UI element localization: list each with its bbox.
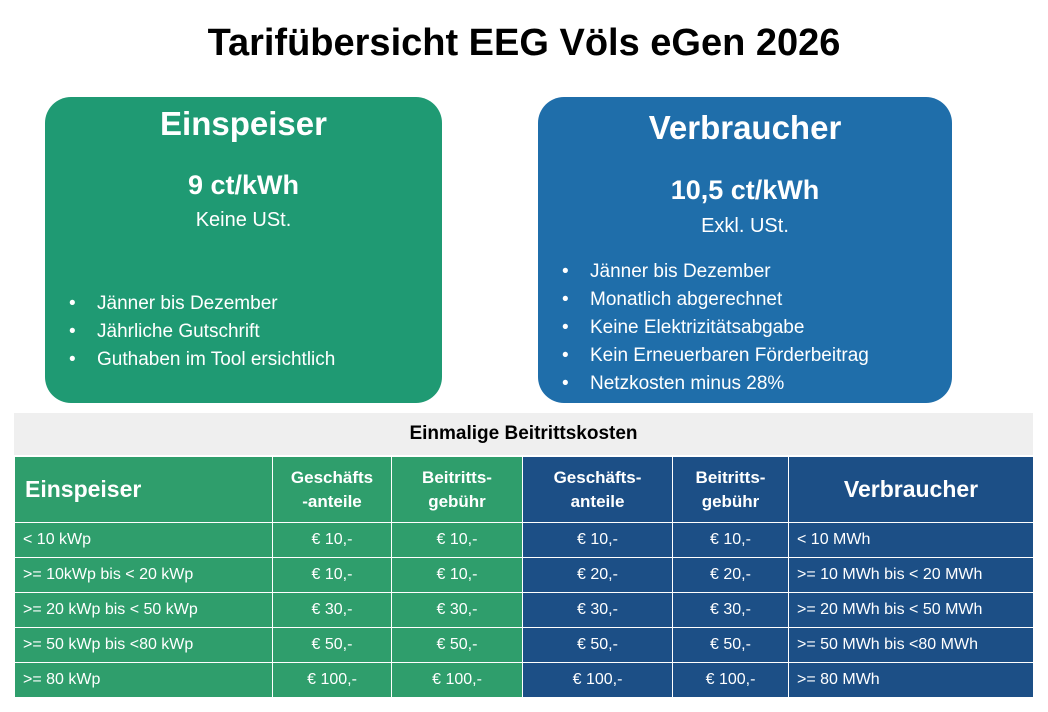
fees-table-caption: Einmalige Beitrittskosten (14, 413, 1033, 455)
header-geschaeftsanteile-einspeiser: Geschäfts -anteile (272, 456, 392, 523)
table-row: >= 50 kWp bis <80 kWp € 50,- € 50,- € 50… (14, 627, 1034, 663)
fees-table-header-row: Einspeiser Geschäfts -anteile Beitritts-g… (14, 456, 1034, 523)
header-geschaeftsanteile-verbraucher: Geschäfts-anteile (522, 456, 673, 523)
einspeiser-heading: Einspeiser (160, 105, 327, 142)
bullet-item: Guthaben im Tool ersichtlich (65, 346, 335, 374)
einspeiser-range-cell: >= 10kWp bis < 20 kWp (14, 557, 273, 593)
fee-cell: € 30,- (522, 592, 673, 628)
verbraucher-tax-note: Exkl. USt. (701, 215, 789, 237)
table-row: >= 80 kWp € 100,- € 100,- € 100,- € 100,… (14, 662, 1034, 698)
verbraucher-range-cell: >= 10 MWh bis < 20 MWh (788, 557, 1034, 593)
verbraucher-bullet-list: Jänner bis Dezember Monatlich abgerechne… (558, 258, 869, 398)
fee-cell: € 20,- (672, 557, 789, 593)
einspeiser-range-cell: >= 20 kWp bis < 50 kWp (14, 592, 273, 628)
fees-table: Einspeiser Geschäfts -anteile Beitritts-g… (14, 456, 1034, 698)
table-row: < 10 kWp € 10,- € 10,- € 10,- € 10,- < 1… (14, 522, 1034, 558)
verbraucher-range-cell: < 10 MWh (788, 522, 1034, 558)
verbraucher-heading: Verbraucher (648, 109, 842, 146)
bullet-item: Monatlich abgerechnet (558, 286, 869, 314)
fee-cell: € 30,- (672, 592, 789, 628)
verbraucher-card: Verbraucher 10,5 ct/kWh Exkl. USt. Jänne… (538, 97, 952, 403)
fee-cell: € 10,- (672, 522, 789, 558)
fee-cell: € 10,- (272, 522, 392, 558)
bullet-item: Jährliche Gutschrift (65, 318, 335, 346)
einspeiser-range-cell: >= 50 kWp bis <80 kWp (14, 627, 273, 663)
page-title: Tarifübersicht EEG Völs eGen 2026 (207, 22, 841, 64)
fee-cell: € 10,- (391, 522, 523, 558)
fee-cell: € 50,- (391, 627, 523, 663)
fee-cell: € 30,- (391, 592, 523, 628)
einspeiser-card: Einspeiser 9 ct/kWh Keine USt. Jänner bi… (45, 97, 442, 403)
header-verbraucher: Verbraucher (788, 456, 1034, 523)
fee-cell: € 50,- (522, 627, 673, 663)
verbraucher-range-cell: >= 20 MWh bis < 50 MWh (788, 592, 1034, 628)
fee-cell: € 100,- (391, 662, 523, 698)
header-beitrittsgebuehr-einspeiser: Beitritts-gebühr (391, 456, 523, 523)
bullet-item: Kein Erneuerbaren Förderbeitrag (558, 342, 869, 370)
fee-cell: € 30,- (272, 592, 392, 628)
fee-cell: € 10,- (522, 522, 673, 558)
bullet-item: Keine Elektrizitätsabgabe (558, 314, 869, 342)
fee-cell: € 100,- (522, 662, 673, 698)
einspeiser-price: 9 ct/kWh (187, 170, 300, 200)
fee-cell: € 20,- (522, 557, 673, 593)
bullet-item: Netzkosten minus 28% (558, 370, 869, 398)
einspeiser-range-cell: >= 80 kWp (14, 662, 273, 698)
einspeiser-tax-note: Keine USt. (195, 209, 292, 231)
bullet-item: Jänner bis Dezember (65, 290, 335, 318)
header-einspeiser: Einspeiser (14, 456, 273, 523)
einspeiser-range-cell: < 10 kWp (14, 522, 273, 558)
header-beitrittsgebuehr-verbraucher: Beitritts-gebühr (672, 456, 789, 523)
verbraucher-range-cell: >= 50 MWh bis <80 MWh (788, 627, 1034, 663)
fee-cell: € 100,- (672, 662, 789, 698)
verbraucher-range-cell: >= 80 MWh (788, 662, 1034, 698)
fee-cell: € 100,- (272, 662, 392, 698)
fee-cell: € 10,- (272, 557, 392, 593)
table-row: >= 10kWp bis < 20 kWp € 10,- € 10,- € 20… (14, 557, 1034, 593)
bullet-item: Jänner bis Dezember (558, 258, 869, 286)
fee-cell: € 10,- (391, 557, 523, 593)
verbraucher-price: 10,5 ct/kWh (670, 175, 820, 205)
einspeiser-bullet-list: Jänner bis Dezember Jährliche Gutschrift… (65, 290, 335, 374)
table-row: >= 20 kWp bis < 50 kWp € 30,- € 30,- € 3… (14, 592, 1034, 628)
fee-cell: € 50,- (272, 627, 392, 663)
fee-cell: € 50,- (672, 627, 789, 663)
